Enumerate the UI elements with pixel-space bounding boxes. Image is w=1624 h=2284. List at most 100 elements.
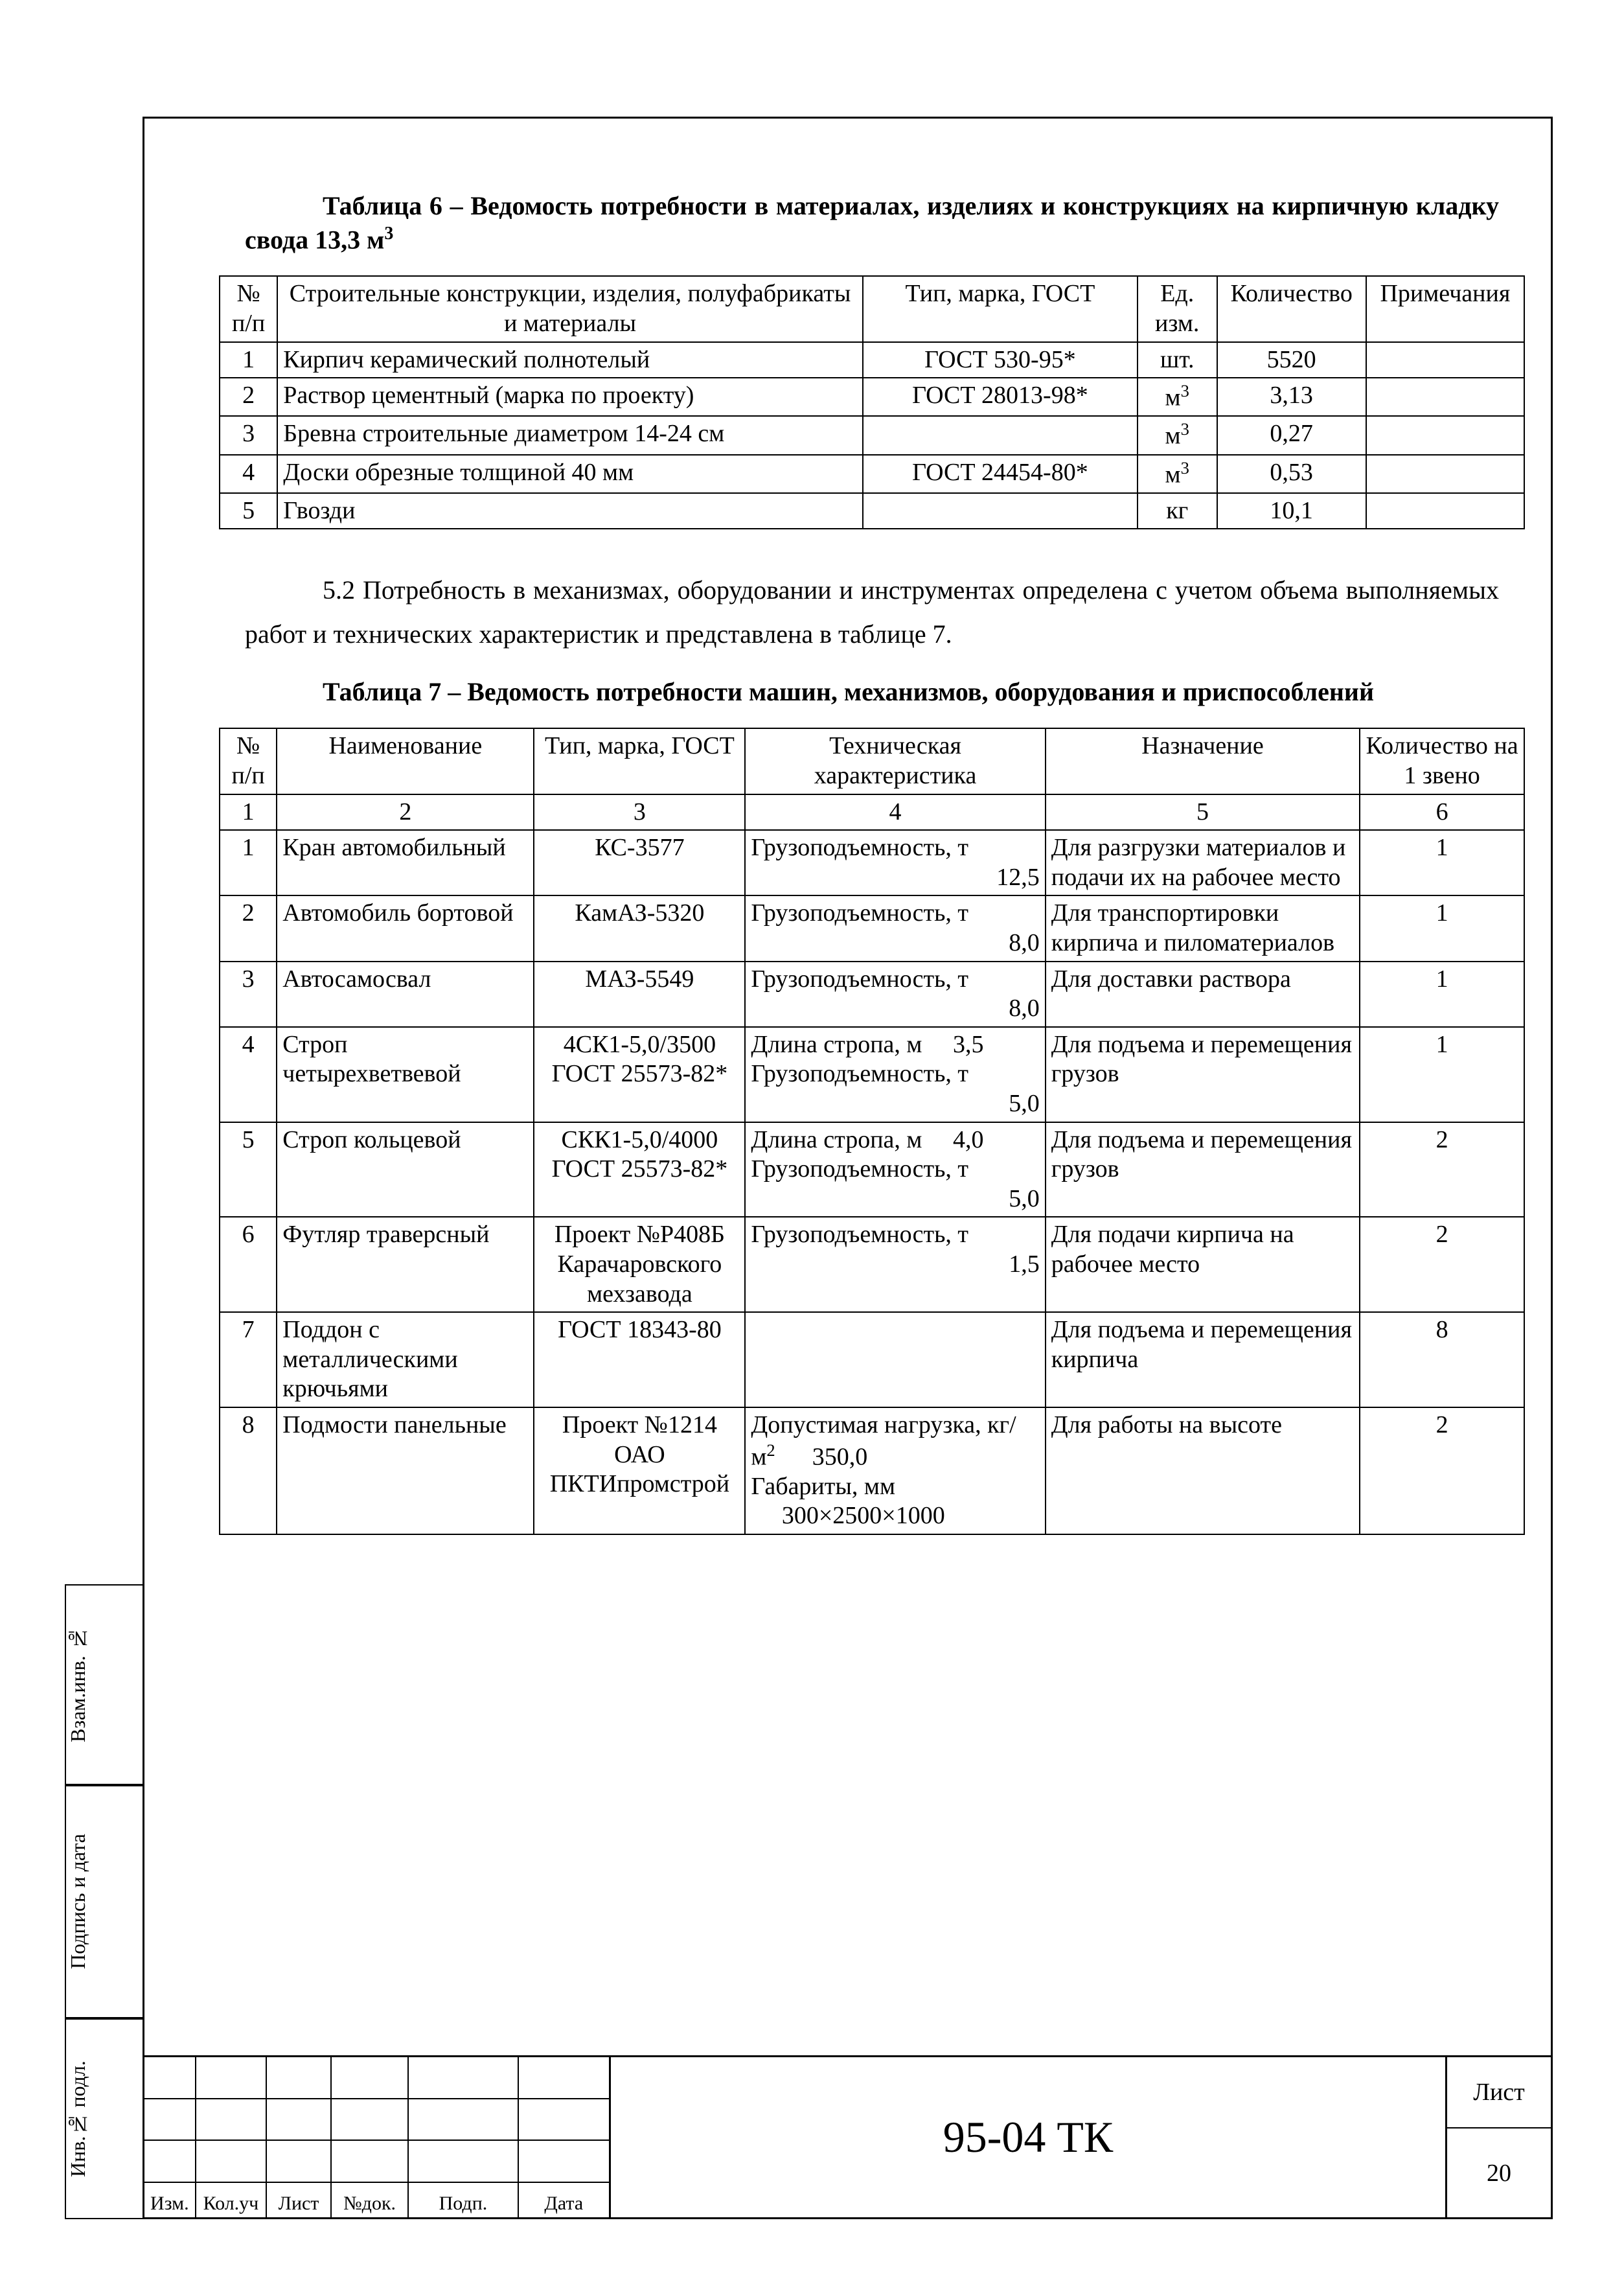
- side-label-inv: Инв.№ подл.: [65, 2018, 143, 2219]
- t7-cell-tech: [745, 1312, 1045, 1407]
- t7-cell-purpose: Для транспортировки кирпича и пиломатери…: [1046, 895, 1360, 961]
- stamp-bottom-label: Подп.: [409, 2183, 518, 2217]
- t6-cell-type: ГОСТ 530-95*: [863, 342, 1138, 378]
- sl-col6: [519, 2057, 609, 2182]
- t6-cell-unit: м3: [1138, 416, 1217, 454]
- t7-colnum: 4: [745, 794, 1045, 831]
- table-row: 6Футляр траверсныйПроект №Р408Б Карачаро…: [220, 1217, 1524, 1312]
- t7-cell-qty: 2: [1360, 1407, 1524, 1534]
- table-row: 2Автомобиль бортовойКамАЗ-5320Грузоподъе…: [220, 895, 1524, 961]
- side-label-podpis: Подпись и дата: [65, 1785, 143, 2018]
- t7-cell-tech: Длина стропа, м 3,5Грузоподъемность, т5,…: [745, 1027, 1045, 1122]
- table-row: 8Подмости панельныеПроект №1214 ОАО ПКТИ…: [220, 1407, 1524, 1534]
- t7-colnum: 5: [1046, 794, 1360, 831]
- table6: № п/п Строительные конструкции, изделия,…: [219, 275, 1525, 529]
- table7-header: № п/п Наименование Тип, марка, ГОСТ Техн…: [220, 728, 1524, 830]
- table6-title: Таблица 6 – Ведомость потребности в мате…: [245, 190, 1499, 256]
- t7-cell-num: 2: [220, 895, 277, 961]
- t6-h-num: № п/п: [220, 276, 277, 341]
- t7-cell-qty: 1: [1360, 962, 1524, 1027]
- t7-cell-tech: Грузоподъемность, т8,0: [745, 895, 1045, 961]
- side-label-vzam-text: Взам.инв. №: [66, 1586, 90, 1784]
- stamp-left: Изм.Кол.учЛист№док.Подп.Дата: [144, 2057, 611, 2217]
- t7-cell-num: 5: [220, 1122, 277, 1217]
- t7-cell-type: МАЗ-5549: [534, 962, 745, 1027]
- t7-cell-name: Футляр траверсный: [277, 1217, 534, 1312]
- t7-colnum: 6: [1360, 794, 1524, 831]
- t7-h-type: Тип, марка, ГОСТ: [534, 728, 745, 794]
- table7-title: Таблица 7 – Ведомость потребности машин,…: [245, 676, 1499, 708]
- t7-cell-qty: 2: [1360, 1122, 1524, 1217]
- table7: № п/п Наименование Тип, марка, ГОСТ Техн…: [219, 728, 1525, 1535]
- t6-cell-qty: 0,27: [1217, 416, 1366, 454]
- stamp-bottom-labels: Изм.Кол.учЛист№док.Подп.Дата: [144, 2182, 609, 2217]
- t6-cell-unit: м3: [1138, 455, 1217, 493]
- t6-cell-type: ГОСТ 28013-98*: [863, 378, 1138, 416]
- t7-cell-type: Проект №1214 ОАО ПКТИпромстрой: [534, 1407, 745, 1534]
- outer-frame: Таблица 6 – Ведомость потребности в мате…: [143, 117, 1553, 2219]
- t6-cell-type: [863, 493, 1138, 529]
- t6-cell-qty: 0,53: [1217, 455, 1366, 493]
- t6-cell-num: 3: [220, 416, 277, 454]
- t6-cell-note: [1366, 416, 1524, 454]
- t7-cell-type: КС-3577: [534, 830, 745, 895]
- stamp-bottom-label: Изм.: [144, 2183, 196, 2217]
- t7-cell-num: 4: [220, 1027, 277, 1122]
- t7-cell-purpose: Для подъема и перемещения грузов: [1046, 1027, 1360, 1122]
- t6-cell-unit: шт.: [1138, 342, 1217, 378]
- t7-cell-tech: Грузоподъемность, т8,0: [745, 962, 1045, 1027]
- t6-cell-qty: 3,13: [1217, 378, 1366, 416]
- t7-cell-num: 7: [220, 1312, 277, 1407]
- t6-cell-type: ГОСТ 24454-80*: [863, 455, 1138, 493]
- t7-cell-name: Автосамосвал: [277, 962, 534, 1027]
- stamp-bottom-label: Лист: [267, 2183, 332, 2217]
- t6-h-unit: Ед. изм.: [1138, 276, 1217, 341]
- table-row: 3Бревна строительные диаметром 14-24 см м…: [220, 416, 1524, 454]
- page: Взам.инв. № Подпись и дата Инв.№ подл. Т…: [0, 0, 1624, 2284]
- t7-cell-qty: 8: [1360, 1312, 1524, 1407]
- t6-cell-name: Кирпич керамический полнотелый: [277, 342, 863, 378]
- t6-cell-note: [1366, 455, 1524, 493]
- t7-cell-num: 8: [220, 1407, 277, 1534]
- t7-cell-tech: Грузоподъемность, т12,5: [745, 830, 1045, 895]
- t7-colnum: 1: [220, 794, 277, 831]
- table-row: 3АвтосамосвалМАЗ-5549Грузоподъемность, т…: [220, 962, 1524, 1027]
- t6-cell-type: [863, 416, 1138, 454]
- t6-cell-num: 2: [220, 378, 277, 416]
- t7-colnum: 2: [277, 794, 534, 831]
- sl-col5: [409, 2057, 518, 2182]
- t7-cell-name: Строп четырехветвевой: [277, 1027, 534, 1122]
- t7-cell-num: 6: [220, 1217, 277, 1312]
- sl-col4: [332, 2057, 409, 2182]
- table-row: 4Строп четырехветвевой4СК1-5,0/3500 ГОСТ…: [220, 1027, 1524, 1122]
- table6-body: 1Кирпич керамический полнотелыйГОСТ 530-…: [220, 342, 1524, 529]
- t6-cell-name: Гвозди: [277, 493, 863, 529]
- side-label-podpis-text: Подпись и дата: [66, 1786, 90, 2017]
- t6-cell-qty: 10,1: [1217, 493, 1366, 529]
- t6-cell-note: [1366, 378, 1524, 416]
- t6-cell-unit: кг: [1138, 493, 1217, 529]
- t7-h-qty: Количество на 1 звено: [1360, 728, 1524, 794]
- t7-cell-name: Строп кольцевой: [277, 1122, 534, 1217]
- t6-cell-name: Бревна строительные диаметром 14-24 см: [277, 416, 863, 454]
- t6-h-note: Примечания: [1366, 276, 1524, 341]
- side-label-vzam: Взам.инв. №: [65, 1584, 143, 1785]
- t7-colnum: 3: [534, 794, 745, 831]
- t7-cell-tech: Грузоподъемность, т1,5: [745, 1217, 1045, 1312]
- t7-cell-qty: 1: [1360, 895, 1524, 961]
- t6-cell-note: [1366, 493, 1524, 529]
- stamp-bottom-label: №док.: [332, 2183, 409, 2217]
- t7-cell-qty: 1: [1360, 1027, 1524, 1122]
- t6-cell-name: Доски обрезные толщиной 40 мм: [277, 455, 863, 493]
- t7-h-num: № п/п: [220, 728, 277, 794]
- content-area: Таблица 6 – Ведомость потребности в мате…: [193, 119, 1551, 2055]
- t7-cell-purpose: Для подачи кирпича на рабочее место: [1046, 1217, 1360, 1312]
- t6-cell-num: 1: [220, 342, 277, 378]
- table-row: 1Кран автомобильныйКС-3577Грузоподъемнос…: [220, 830, 1524, 895]
- t7-cell-tech: Допустимая нагрузка, кг/м2 350,0Габариты…: [745, 1407, 1045, 1534]
- t6-h-name: Строительные конструкции, изделия, полуф…: [277, 276, 863, 341]
- t7-cell-type: СКК1-5,0/4000 ГОСТ 25573-82*: [534, 1122, 745, 1217]
- t7-cell-name: Кран автомобильный: [277, 830, 534, 895]
- t7-cell-purpose: Для подъема и перемещения кирпича: [1046, 1312, 1360, 1407]
- t7-cell-num: 1: [220, 830, 277, 895]
